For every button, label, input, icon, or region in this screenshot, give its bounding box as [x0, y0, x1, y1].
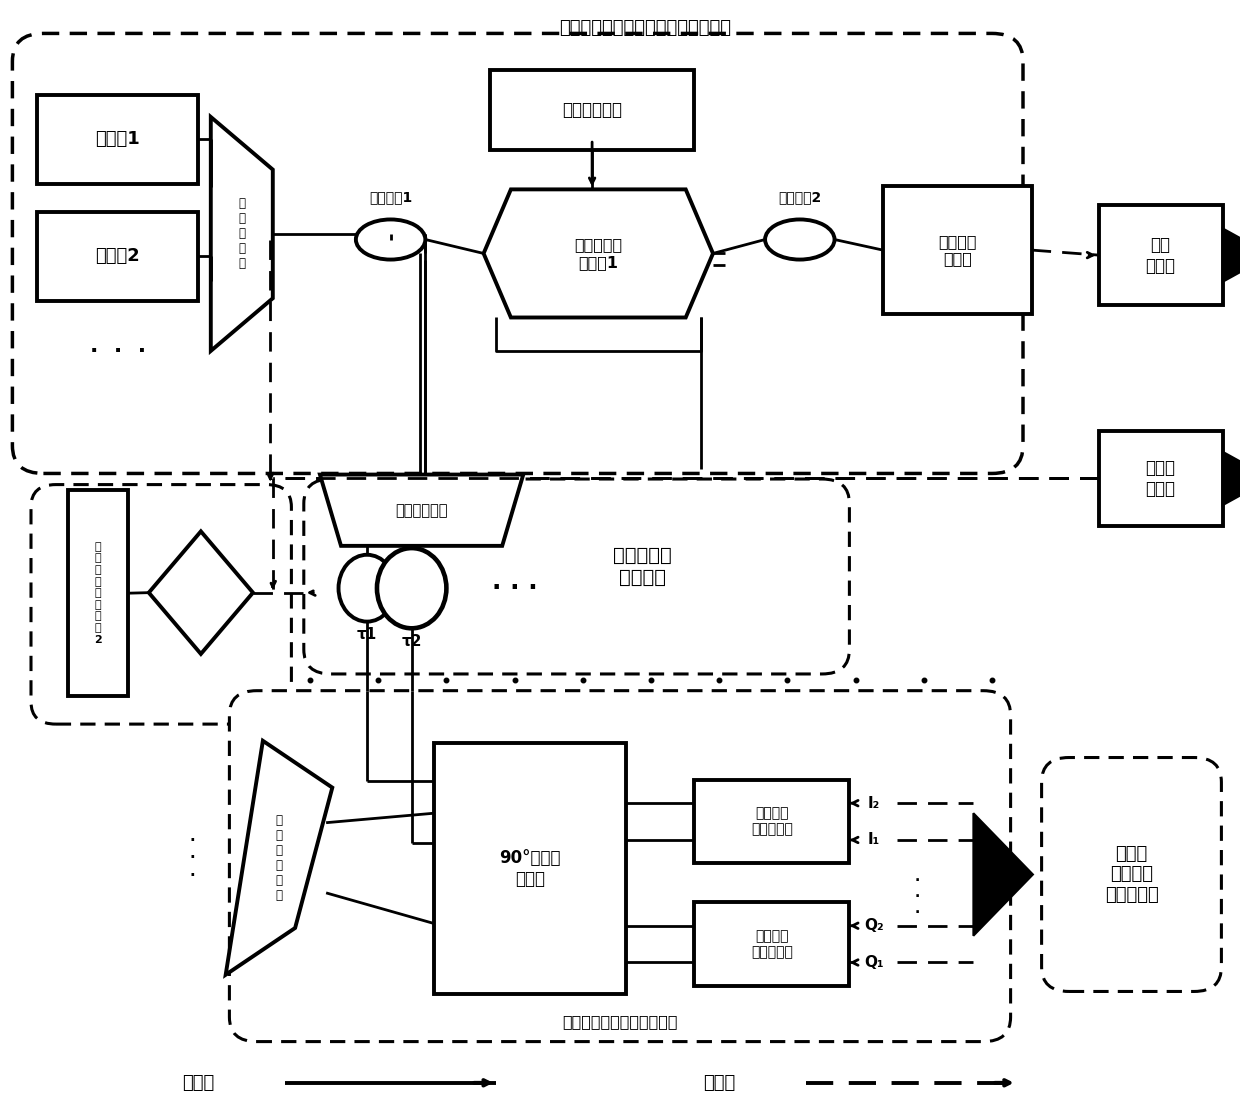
Polygon shape	[149, 531, 253, 654]
Text: ·
·
·: · · ·	[190, 833, 195, 882]
Text: 电通路: 电通路	[703, 1074, 735, 1092]
FancyBboxPatch shape	[31, 485, 291, 724]
Text: I₂: I₂	[868, 795, 880, 811]
Text: 波
分
解
复
用
器: 波 分 解 复 用 器	[275, 814, 283, 901]
Text: 光通路: 光通路	[182, 1074, 215, 1092]
Text: 马赫曾德尔
调制器1: 马赫曾德尔 调制器1	[574, 237, 622, 270]
FancyBboxPatch shape	[694, 902, 849, 986]
Text: 低噪声
放大器: 低噪声 放大器	[1146, 459, 1176, 498]
Text: 低速平衡
光电探测器: 低速平衡 光电探测器	[751, 929, 792, 959]
Text: I₁: I₁	[868, 832, 880, 848]
Ellipse shape	[339, 555, 396, 622]
FancyBboxPatch shape	[37, 95, 198, 184]
Polygon shape	[484, 189, 713, 317]
Polygon shape	[211, 117, 273, 351]
Text: · · ·: · · ·	[492, 576, 537, 600]
Text: Q₂: Q₂	[864, 918, 884, 934]
FancyBboxPatch shape	[694, 780, 849, 863]
FancyBboxPatch shape	[434, 743, 626, 994]
FancyBboxPatch shape	[1042, 758, 1221, 991]
Text: 多通道
数字接收
与处理模块: 多通道 数字接收 与处理模块	[1105, 844, 1158, 905]
Text: 光参考信号
延时模块: 光参考信号 延时模块	[613, 546, 671, 587]
Text: 马
赫
曾
德
尔
调
制
器
2: 马 赫 曾 德 尔 调 制 器 2	[94, 541, 102, 645]
Text: 激光器1: 激光器1	[95, 130, 140, 148]
Text: 波分解复用器: 波分解复用器	[396, 502, 448, 518]
Polygon shape	[1223, 452, 1240, 506]
Ellipse shape	[356, 219, 425, 260]
Text: 光耦合器1: 光耦合器1	[370, 190, 412, 204]
Text: 光耦合器2: 光耦合器2	[779, 190, 821, 204]
FancyBboxPatch shape	[1099, 205, 1223, 305]
Text: τ2: τ2	[402, 634, 422, 649]
Text: 光域回波正交去斜处理模块: 光域回波正交去斜处理模块	[562, 1014, 678, 1029]
Polygon shape	[1223, 228, 1240, 282]
FancyBboxPatch shape	[304, 479, 849, 674]
FancyBboxPatch shape	[12, 33, 1023, 473]
Text: 功率
放大器: 功率 放大器	[1146, 236, 1176, 274]
Polygon shape	[973, 813, 1033, 936]
Ellipse shape	[765, 219, 835, 260]
FancyBboxPatch shape	[490, 70, 694, 150]
FancyBboxPatch shape	[1099, 431, 1223, 526]
Polygon shape	[226, 741, 332, 975]
Text: 激光器2: 激光器2	[95, 247, 140, 265]
Text: 90°光混合
耦合器: 90°光混合 耦合器	[500, 849, 560, 888]
Polygon shape	[320, 475, 523, 546]
Text: 低速平衡
光电探测器: 低速平衡 光电探测器	[751, 807, 792, 837]
FancyBboxPatch shape	[68, 490, 128, 696]
FancyBboxPatch shape	[229, 691, 1011, 1042]
Text: 探测信号与多路光参考信号产生模块: 探测信号与多路光参考信号产生模块	[559, 19, 730, 37]
Text: τ1: τ1	[357, 627, 377, 643]
Text: ·  ·  ·: · · ·	[89, 341, 146, 361]
Text: 低频电信号源: 低频电信号源	[562, 101, 622, 119]
Text: 波
分
复
用
器: 波 分 复 用 器	[238, 197, 246, 271]
Text: ·
·
·: · · ·	[915, 873, 920, 920]
Text: Q₁: Q₁	[864, 955, 884, 970]
Ellipse shape	[377, 548, 446, 628]
FancyBboxPatch shape	[37, 212, 198, 301]
Text: 高速光电
探测器: 高速光电 探测器	[937, 234, 977, 266]
FancyBboxPatch shape	[883, 186, 1032, 314]
